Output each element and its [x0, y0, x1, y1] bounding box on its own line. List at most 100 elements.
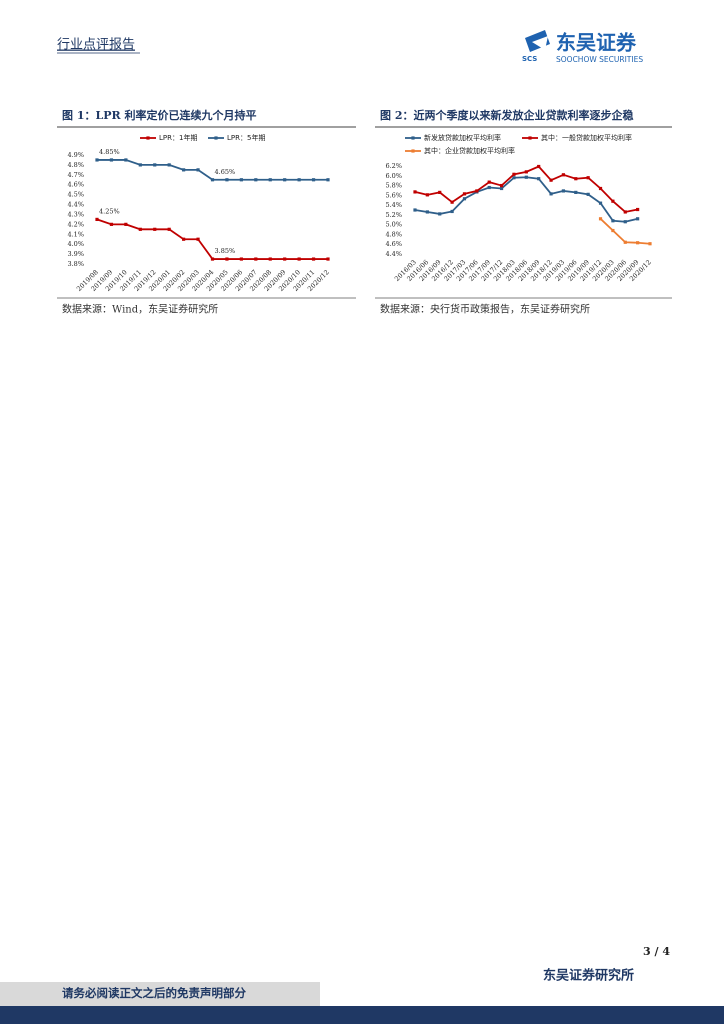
- point-marker: [254, 178, 258, 182]
- point-marker: [574, 190, 578, 194]
- point-marker: [297, 178, 301, 182]
- legend-marker: [214, 136, 218, 140]
- point-marker: [138, 163, 142, 167]
- point-marker: [297, 257, 301, 261]
- point-marker: [311, 178, 316, 182]
- point-marker: [268, 257, 272, 261]
- point-marker: [499, 186, 504, 191]
- point-marker: [311, 257, 316, 261]
- point-marker: [462, 197, 467, 201]
- point-marker: [182, 168, 186, 172]
- logo-abbr: SCS: [522, 55, 537, 63]
- point-marker: [450, 209, 454, 214]
- point-marker: [124, 222, 128, 226]
- point-marker: [598, 201, 603, 205]
- series-line: [97, 159, 328, 181]
- point-marker: [561, 189, 566, 193]
- disclaimer-box: [0, 982, 320, 1006]
- point-marker: [623, 210, 627, 214]
- legend-marker: [146, 136, 150, 140]
- y-tick-label: 4.2%: [67, 220, 84, 228]
- logo-icon: [525, 30, 550, 52]
- point-marker: [95, 217, 99, 222]
- data-label: 4.85%: [99, 148, 120, 156]
- y-tick-label: 5.6%: [385, 191, 402, 199]
- point-marker: [438, 212, 442, 216]
- figure-title: 图 2：近两个季度以来新发放企业贷款利率逐步企稳: [380, 108, 633, 122]
- y-tick-label: 4.0%: [67, 240, 84, 248]
- point-marker: [138, 227, 142, 231]
- point-marker: [210, 257, 215, 261]
- point-marker: [239, 178, 243, 182]
- point-marker: [636, 241, 640, 245]
- point-marker: [109, 222, 114, 226]
- data-label: 4.25%: [99, 207, 120, 215]
- point-marker: [648, 242, 652, 246]
- y-tick-label: 5.2%: [385, 211, 402, 219]
- point-marker: [225, 178, 229, 182]
- y-tick-label: 4.8%: [385, 230, 402, 238]
- point-marker: [623, 220, 627, 224]
- legend-marker: [411, 136, 415, 140]
- point-marker: [167, 227, 171, 231]
- figure-source: 数据来源：央行货币政策报告，东吴证券研究所: [380, 303, 590, 316]
- point-marker: [239, 257, 243, 261]
- point-marker: [598, 186, 603, 191]
- logo-cn: 东吴证券: [556, 31, 637, 55]
- legend-label: LPR：5年期: [227, 133, 265, 142]
- point-marker: [254, 257, 258, 261]
- point-marker: [283, 257, 287, 261]
- point-marker: [537, 164, 541, 169]
- point-marker: [512, 176, 516, 180]
- y-tick-label: 4.8%: [67, 161, 84, 169]
- y-tick-label: 5.0%: [385, 221, 402, 229]
- point-marker: [268, 178, 272, 182]
- point-marker: [524, 175, 528, 179]
- point-marker: [210, 178, 215, 182]
- legend-label: LPR：1年期: [159, 133, 197, 142]
- logo-en: SOOCHOW SECURITIES: [556, 55, 643, 64]
- point-marker: [450, 200, 454, 204]
- point-marker: [225, 257, 229, 261]
- y-tick-label: 6.2%: [385, 162, 402, 170]
- point-marker: [196, 168, 200, 172]
- y-tick-label: 4.1%: [67, 230, 84, 238]
- point-marker: [487, 185, 491, 190]
- footer-band: [0, 1006, 724, 1024]
- page-number: 3 / 4: [643, 945, 670, 958]
- point-marker: [586, 192, 590, 196]
- point-marker: [124, 158, 128, 162]
- series-line: [96, 218, 328, 260]
- y-tick-label: 5.4%: [385, 201, 402, 209]
- figure-title: 图 1：LPR 利率定价已连续九个月持平: [62, 108, 256, 122]
- data-label: 3.85%: [215, 247, 236, 255]
- y-tick-label: 4.6%: [385, 240, 402, 248]
- point-marker: [487, 180, 491, 184]
- y-tick-label: 4.9%: [67, 151, 84, 159]
- y-tick-label: 4.6%: [67, 181, 84, 189]
- point-marker: [326, 178, 330, 182]
- point-marker: [537, 177, 541, 181]
- legend-label: 其中：一般贷款加权平均利率: [541, 133, 632, 142]
- point-marker: [462, 192, 467, 196]
- y-tick-label: 5.8%: [385, 182, 402, 190]
- data-label: 4.65%: [215, 168, 236, 176]
- y-tick-label: 4.4%: [385, 250, 402, 258]
- point-marker: [153, 163, 157, 167]
- point-marker: [598, 217, 603, 221]
- point-marker: [153, 227, 157, 231]
- point-marker: [549, 178, 553, 182]
- legend-marker: [411, 149, 415, 153]
- point-marker: [611, 219, 615, 223]
- point-marker: [413, 190, 417, 194]
- point-marker: [524, 170, 528, 174]
- disclaimer: 请务必阅读正文之后的免责声明部分: [62, 986, 246, 1000]
- institute: 东吴证券研究所: [543, 968, 634, 984]
- y-tick-label: 4.5%: [67, 191, 84, 199]
- point-marker: [109, 158, 114, 162]
- point-marker: [475, 189, 479, 193]
- y-tick-label: 6.0%: [385, 172, 402, 180]
- point-marker: [438, 190, 442, 194]
- point-marker: [549, 192, 553, 196]
